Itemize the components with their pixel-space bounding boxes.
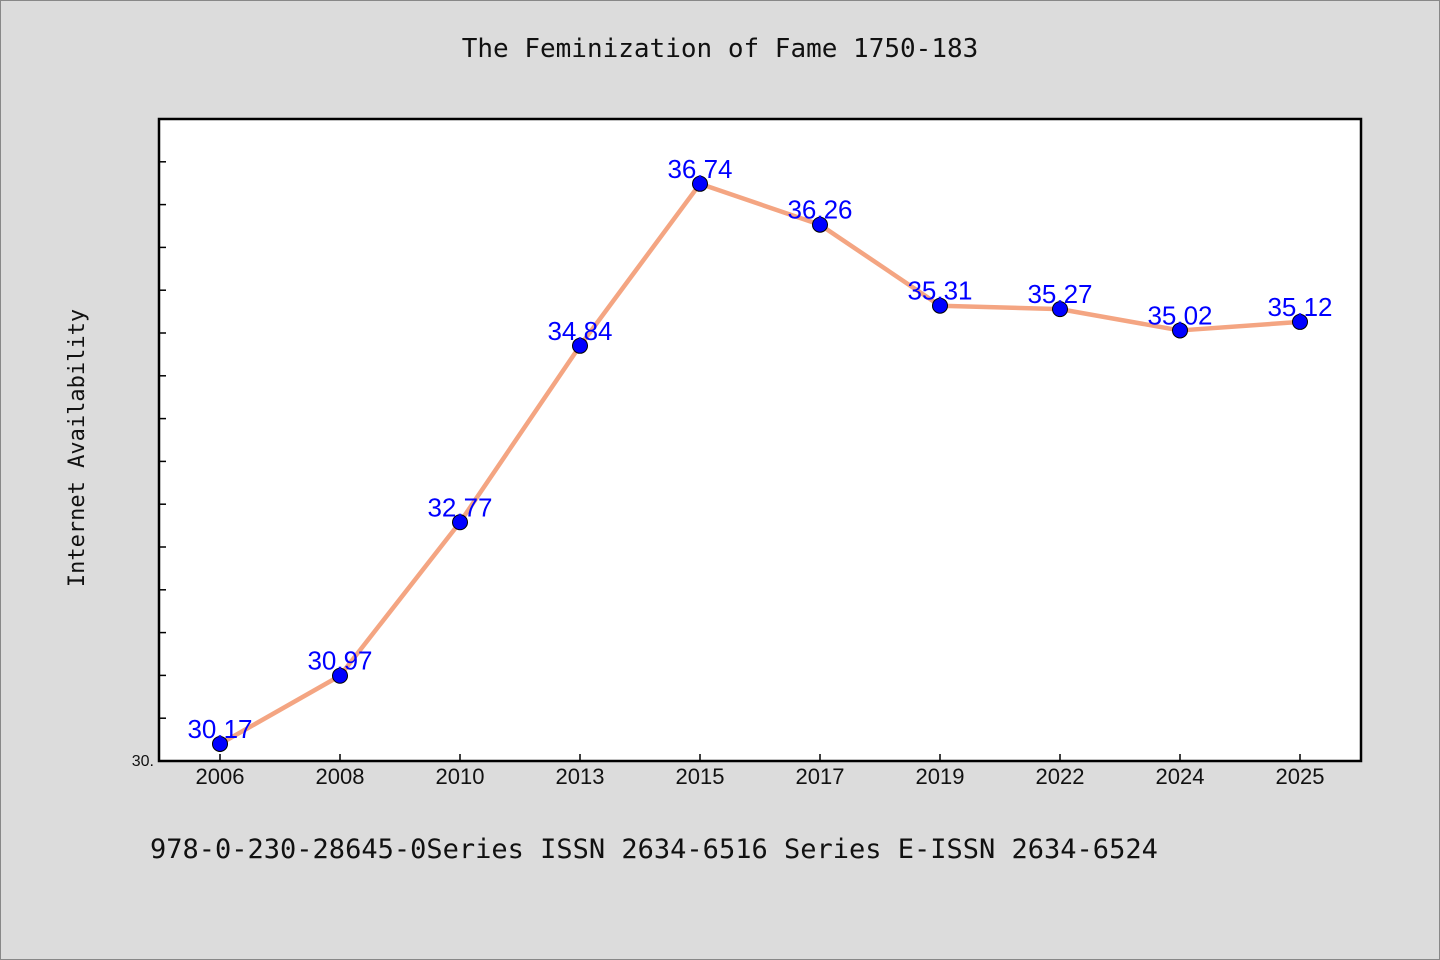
- data-label: 30.97: [307, 646, 372, 676]
- series-line: [217, 181, 1303, 747]
- data-label: 32.77: [427, 492, 492, 522]
- data-label: 36.26: [787, 195, 852, 225]
- x-tick-label: 2025: [1276, 764, 1325, 789]
- data-labels: 30.17 30.97 32.77 34.84 36.74 36.26 35.31 35.27…: [187, 154, 1332, 744]
- x-tick-label: 2010: [436, 764, 485, 789]
- x-tick-label: 2017: [796, 764, 845, 789]
- y-axis-ticks: [159, 118, 166, 762]
- x-tick-label: 2006: [196, 764, 245, 789]
- data-point: [1292, 313, 1308, 330]
- data-label: 30.17: [187, 714, 252, 744]
- data-point: [692, 175, 708, 192]
- data-point: [1172, 322, 1188, 339]
- x-axis-ticks: 2006 2008 2010 2013 2015 2017 2019 2022 2024 2025: [196, 754, 1325, 789]
- data-point: [332, 667, 348, 684]
- x-tick-label: 2008: [316, 764, 365, 789]
- chart-title: The Feminization of Fame 1750-183: [461, 34, 979, 64]
- data-point: [452, 514, 468, 531]
- data-label: 35.31: [907, 276, 972, 306]
- x-tick-label: 2022: [1036, 764, 1085, 789]
- x-tick-label: 2015: [676, 764, 725, 789]
- data-point: [932, 297, 948, 314]
- data-label: 36.74: [667, 154, 732, 184]
- data-point: [572, 337, 588, 354]
- series-layer: [212, 175, 1308, 752]
- isbn-footer: 978-0-230-28645-0Series ISSN 2634-6516 S…: [150, 834, 1158, 865]
- data-label: 34.84: [547, 316, 612, 346]
- data-point: [812, 216, 828, 233]
- y-axis-title: Internet Availability: [65, 309, 90, 587]
- data-point: [212, 735, 228, 752]
- data-label: 35.12: [1267, 292, 1332, 322]
- y-axis-min-label: 30.: [132, 753, 154, 770]
- data-point: [1052, 301, 1068, 318]
- x-tick-label: 2024: [1156, 764, 1205, 789]
- x-tick-label: 2019: [916, 764, 965, 789]
- data-label: 35.02: [1147, 300, 1212, 330]
- x-tick-label: 2013: [556, 764, 605, 789]
- data-label: 35.27: [1027, 279, 1092, 309]
